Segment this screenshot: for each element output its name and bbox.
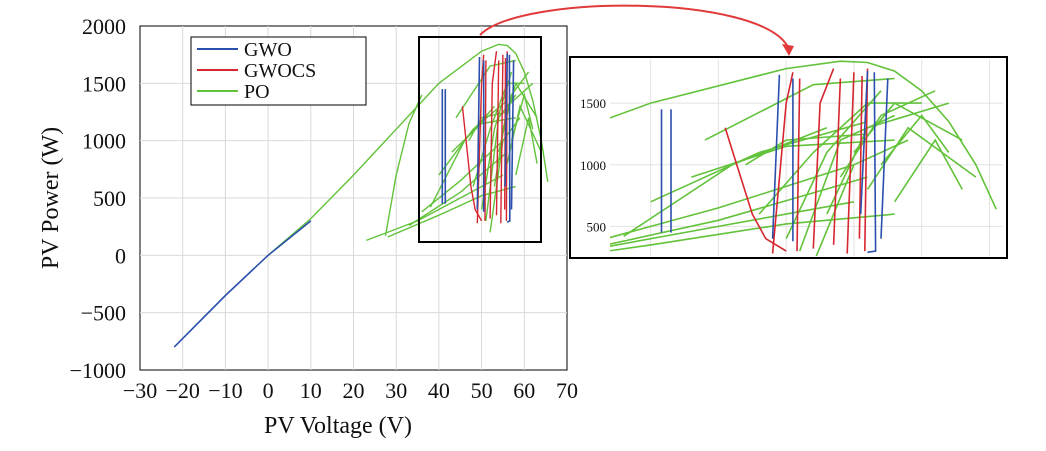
series-line-gwocs (489, 51, 498, 219)
inset-series-line-gwocs (724, 127, 787, 252)
inset-y-tick-label: 1000 (580, 158, 606, 173)
inset-series-line-gwocs (858, 75, 863, 239)
series-line-gwo (506, 54, 511, 223)
series-line-gwo (510, 60, 515, 210)
series-line-gwo (504, 53, 508, 187)
x-tick-label: −10 (208, 378, 242, 403)
y-tick-label: 500 (93, 186, 126, 211)
x-tick-label: −30 (123, 378, 157, 403)
inset-series-line-po (610, 164, 855, 239)
inset-series-line-gwo (771, 74, 781, 239)
inset-series-line-po (839, 90, 936, 178)
inset-series-lines (610, 60, 997, 256)
x-tick-label: 50 (471, 378, 493, 403)
x-tick-label: −20 (165, 378, 199, 403)
inset-series-line-po (880, 114, 950, 166)
inset-chart: 1500 1000 500 (569, 56, 1008, 259)
series-line-gwo (476, 56, 481, 210)
inset-series-line-gwocs (864, 68, 869, 252)
legend-label-gwocs: GWOCS (244, 60, 316, 82)
y-tick-label: 0 (115, 243, 126, 268)
main-series-lines (173, 43, 549, 348)
main-chart: −30 −20 −10 0 10 20 30 40 50 60 70 2000 1500 1000 500… (38, 14, 578, 439)
x-tick-label: 0 (263, 378, 274, 403)
zoom-box (418, 36, 542, 243)
x-tick-label: 60 (513, 378, 535, 403)
y-tick-label: −500 (81, 301, 126, 326)
series-line-po (384, 94, 423, 236)
inset-series-line-po (691, 139, 895, 178)
inset-series-line-po (893, 138, 964, 203)
legend-label-gwo: GWO (244, 39, 292, 61)
legend-label-po: PO (244, 81, 270, 103)
inset-series-line-po (866, 126, 977, 190)
series-line-gwocs (500, 54, 504, 224)
zoom-arrow-head (782, 44, 794, 56)
inset-series-line-po (815, 139, 909, 256)
series-line-gwocs (484, 60, 487, 221)
zoom-arrow (479, 4, 789, 48)
x-axis-label: PV Voltage (V) (264, 413, 412, 439)
inset-series-line-po (610, 176, 868, 245)
inset-series-line-po (610, 213, 895, 252)
x-tick-label: 20 (343, 378, 365, 403)
x-tick-label: 70 (556, 378, 578, 403)
series-line-po (438, 99, 508, 176)
inset-series-line-gwo (859, 71, 869, 215)
y-tick-label: 2000 (82, 14, 126, 39)
inset-series-line-po (826, 102, 950, 215)
main-x-tick-labels: −30 −20 −10 0 10 20 30 40 50 60 70 (123, 378, 578, 403)
inset-series-line-po (610, 201, 855, 247)
series-line-po (421, 140, 504, 213)
legend: GWO GWOCS PO (190, 36, 367, 106)
y-tick-label: 1500 (82, 71, 126, 96)
inset-series-line-po (785, 90, 882, 240)
series-line-gwocs (495, 60, 500, 216)
series-line-po (515, 117, 538, 176)
series-line-po (506, 104, 543, 164)
inset-series-line-po (650, 120, 868, 203)
y-axis-label: PV Power (W) (38, 127, 64, 269)
series-line-gwo (173, 220, 312, 348)
x-tick-label: 40 (428, 378, 450, 403)
x-tick-label: 30 (385, 378, 407, 403)
series-line-po (510, 92, 534, 141)
series-line-po (498, 71, 530, 153)
inset-series-line-gwocs (832, 78, 842, 245)
main-y-tick-labels: 2000 1500 1000 500 0 −500 −1000 (70, 14, 126, 383)
y-tick-label: 1000 (82, 129, 126, 154)
y-tick-label: −1000 (70, 358, 126, 383)
series-line-po (366, 174, 504, 242)
inset-y-tick-label: 1500 (580, 96, 606, 111)
inset-series-line-gwocs (796, 78, 801, 252)
inset-y-tick-labels: 1500 1000 500 (580, 96, 606, 234)
series-line-po (387, 185, 516, 238)
inset-series-line-gwocs (846, 72, 855, 254)
series-line-po (489, 117, 521, 233)
inset-series-line-gwo (880, 78, 889, 239)
inset-y-tick-label: 500 (587, 219, 607, 234)
inset-series-line-po (853, 102, 963, 154)
inset-series-line-gwocs (771, 72, 794, 254)
inset-series-line-po (610, 60, 997, 210)
x-tick-label: 10 (300, 378, 322, 403)
inset-series-line-gwocs (812, 68, 835, 249)
inset-series-line-gwo (867, 72, 877, 254)
series-line-po (267, 43, 549, 256)
